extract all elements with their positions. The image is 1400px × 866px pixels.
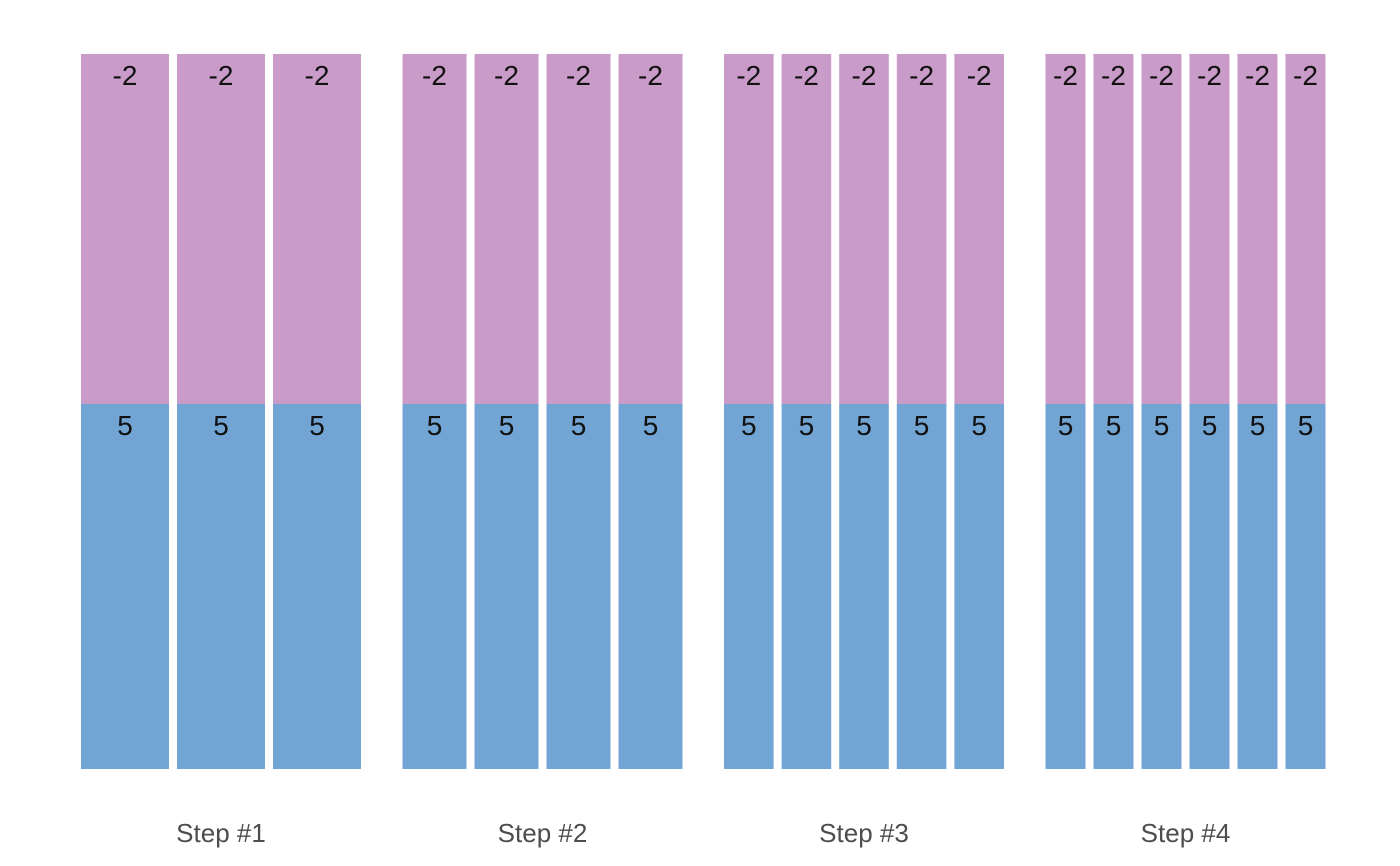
bar-bottom-segment bbox=[1141, 404, 1182, 769]
bar-bottom-segment bbox=[839, 404, 889, 769]
bar-bottom-label: 5 bbox=[1106, 410, 1122, 441]
bar-top-segment bbox=[177, 54, 265, 404]
bar-top-segment bbox=[954, 54, 1004, 404]
bar-top-label: -2 bbox=[1101, 60, 1126, 91]
bar-top-label: -2 bbox=[209, 60, 234, 91]
bar-bottom-label: 5 bbox=[499, 410, 515, 441]
bar-bottom-segment bbox=[618, 404, 683, 769]
bar-top-segment bbox=[402, 54, 467, 404]
bar-top-label: -2 bbox=[305, 60, 330, 91]
bar-bottom-segment bbox=[546, 404, 611, 769]
bar-bottom-segment bbox=[724, 404, 774, 769]
bar-top-segment bbox=[1045, 54, 1086, 404]
bar-bottom-segment bbox=[1285, 404, 1326, 769]
bar-top-segment bbox=[724, 54, 774, 404]
bar-top-segment bbox=[81, 54, 169, 404]
bar-bottom-label: 5 bbox=[213, 410, 229, 441]
step-label: Step #4 bbox=[1141, 818, 1231, 848]
bar-bottom-segment bbox=[781, 404, 832, 769]
bar-top-segment bbox=[1237, 54, 1278, 404]
bar-top-segment bbox=[474, 54, 539, 404]
bar-top-label: -2 bbox=[909, 60, 934, 91]
bar-top-segment bbox=[273, 54, 361, 404]
bar-top-label: -2 bbox=[1053, 60, 1078, 91]
step-group-3: -2 5 -2 5 -2 5 -2 5 -2 5 Step #3 bbox=[724, 54, 1004, 848]
bar-bottom-segment bbox=[1093, 404, 1134, 769]
bar-bottom-segment bbox=[1237, 404, 1278, 769]
bar-top-segment bbox=[618, 54, 683, 404]
bar-bottom-segment bbox=[896, 404, 947, 769]
step-label: Step #1 bbox=[176, 818, 266, 848]
bar-bottom-segment bbox=[177, 404, 265, 769]
step-group-2: -2 5 -2 5 -2 5 -2 5 Step #2 bbox=[402, 54, 683, 848]
bar-bottom-label: 5 bbox=[571, 410, 587, 441]
bar-bottom-label: 5 bbox=[309, 410, 325, 441]
bar-top-segment bbox=[896, 54, 947, 404]
bar-top-segment bbox=[781, 54, 832, 404]
bar-bottom-segment bbox=[1045, 404, 1086, 769]
bar-top-label: -2 bbox=[852, 60, 877, 91]
bar-bottom-label: 5 bbox=[856, 410, 872, 441]
step-label: Step #3 bbox=[819, 818, 909, 848]
bar-bottom-segment bbox=[273, 404, 361, 769]
bar-top-label: -2 bbox=[1293, 60, 1318, 91]
bar-top-segment bbox=[1141, 54, 1182, 404]
bar-top-label: -2 bbox=[967, 60, 992, 91]
bar-top-label: -2 bbox=[494, 60, 519, 91]
bar-bottom-segment bbox=[1189, 404, 1230, 769]
step-label: Step #2 bbox=[498, 818, 588, 848]
bar-bottom-label: 5 bbox=[1154, 410, 1170, 441]
bar-bottom-label: 5 bbox=[1250, 410, 1266, 441]
step-group-1: -2 5 -2 5 -2 5 Step #1 bbox=[81, 54, 361, 848]
bar-bottom-label: 5 bbox=[427, 410, 443, 441]
bar-bottom-label: 5 bbox=[1202, 410, 1218, 441]
bar-top-label: -2 bbox=[566, 60, 591, 91]
bar-bottom-segment bbox=[474, 404, 539, 769]
bar-top-label: -2 bbox=[638, 60, 663, 91]
bar-bottom-label: 5 bbox=[117, 410, 133, 441]
bar-top-segment bbox=[1285, 54, 1326, 404]
bar-bottom-label: 5 bbox=[643, 410, 659, 441]
bar-top-segment bbox=[1189, 54, 1230, 404]
bar-top-label: -2 bbox=[113, 60, 138, 91]
bar-top-segment bbox=[1093, 54, 1134, 404]
bar-top-segment bbox=[839, 54, 889, 404]
bar-bottom-label: 5 bbox=[1298, 410, 1314, 441]
bar-top-label: -2 bbox=[1149, 60, 1174, 91]
bar-top-label: -2 bbox=[736, 60, 761, 91]
bar-bottom-segment bbox=[954, 404, 1004, 769]
bar-bottom-segment bbox=[402, 404, 467, 769]
bar-top-label: -2 bbox=[1197, 60, 1222, 91]
bar-bottom-label: 5 bbox=[741, 410, 757, 441]
bar-bottom-label: 5 bbox=[1058, 410, 1074, 441]
bar-bottom-segment bbox=[81, 404, 169, 769]
bar-top-segment bbox=[546, 54, 611, 404]
bar-bottom-label: 5 bbox=[971, 410, 987, 441]
bar-top-label: -2 bbox=[1245, 60, 1270, 91]
step-group-4: -2 5 -2 5 -2 5 -2 5 -2 5 -2 5 Step #4 bbox=[1045, 54, 1326, 848]
bar-top-label: -2 bbox=[422, 60, 447, 91]
bar-bottom-label: 5 bbox=[914, 410, 930, 441]
bar-bottom-label: 5 bbox=[799, 410, 815, 441]
bar-top-label: -2 bbox=[794, 60, 819, 91]
